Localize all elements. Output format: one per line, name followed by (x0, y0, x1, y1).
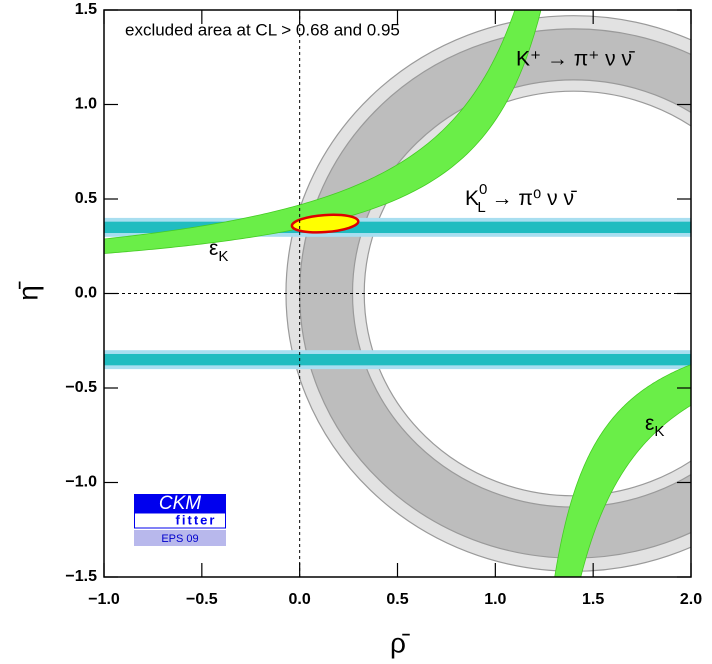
band-constraint (104, 353, 691, 366)
band-constraint (104, 221, 691, 234)
y-tick-label: 0.0 (75, 285, 97, 302)
epsilon-k-constraint (554, 364, 691, 577)
annotation: K⁺ → π⁺ ν ν̄ (516, 48, 635, 71)
logo-box (134, 512, 226, 529)
x-tick-label: 1.5 (582, 591, 604, 608)
annotation: ε (645, 412, 654, 435)
ring-constraint (299, 28, 691, 559)
x-tick-label: 1.0 (484, 591, 506, 608)
y-axis-label: η̄ (12, 281, 43, 301)
x-tick-label: 2.0 (680, 591, 702, 608)
plot-area (104, 10, 691, 577)
annotation: K (465, 187, 479, 210)
x-tick-label: −0.5 (186, 591, 218, 608)
y-tick-label: −1.0 (65, 474, 97, 491)
annotation: 0 (479, 181, 487, 198)
annotation: K0 L → π⁰ ν ν̄ (465, 181, 577, 216)
logo-text: EPS 09 (161, 533, 198, 545)
y-tick-label: 1.0 (75, 96, 97, 113)
annotation: ε (209, 237, 218, 260)
logo-text: CKM (159, 493, 201, 514)
logo: CKM fitter EPS 09 (134, 493, 226, 546)
y-tick-label: 0.5 (75, 190, 97, 207)
y-tick-label: −0.5 (65, 379, 97, 396)
annotation: → π⁰ ν ν̄ (486, 187, 577, 210)
y-tick-label: 1.5 (75, 1, 97, 18)
x-tick-label: 0.0 (289, 591, 311, 608)
logo-box (134, 530, 226, 546)
best-fit-region (290, 213, 360, 234)
x-axis-label: ρ̄ (390, 627, 410, 658)
axes: −1.0 −0.5 0.0 0.5 1.0 1.5 2.0 −1.5 −1.0 −0.5 0.0 0.… (65, 1, 702, 608)
logo-box (134, 494, 226, 513)
annotation: εK (209, 237, 228, 265)
y-tick-label: −1.5 (65, 568, 97, 585)
x-tick-label: −1.0 (88, 591, 120, 608)
epsilon-k-constraint (104, 10, 542, 254)
logo-text: fitter (176, 512, 217, 527)
x-tick-label: 0.5 (386, 591, 408, 608)
annotation: excluded area at CL > 0.68 and 0.95 (125, 20, 400, 39)
annotation: εK (645, 412, 664, 440)
annotation: K (218, 248, 228, 265)
annotation: K (654, 423, 664, 440)
annotation: L (477, 199, 485, 216)
